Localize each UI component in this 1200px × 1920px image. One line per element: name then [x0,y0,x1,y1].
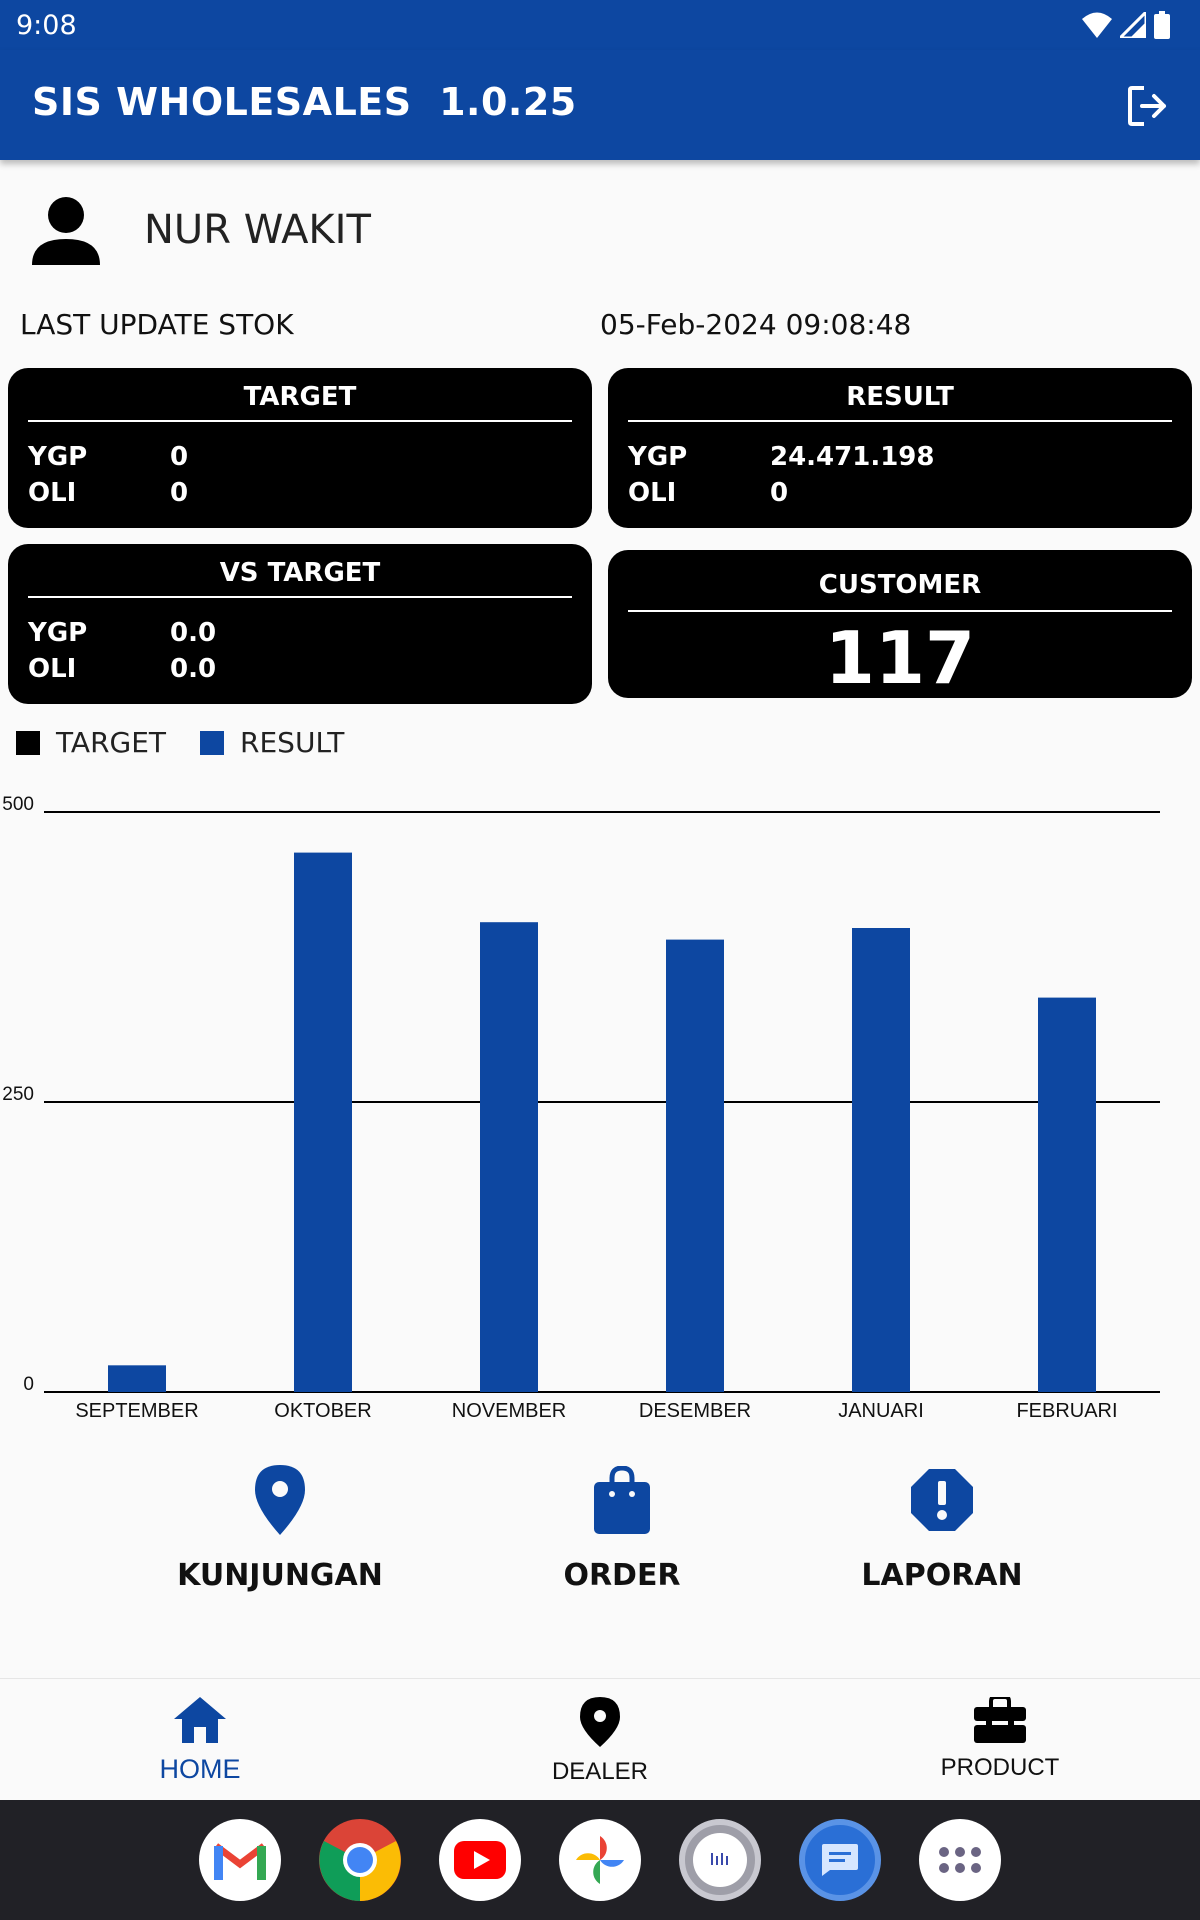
divider [28,420,572,422]
nav-home-label: HOME [159,1754,241,1784]
scanner-app-icon[interactable] [679,1819,761,1901]
bar-result-september [108,1365,166,1392]
x-tick-label: DESEMBER [639,1400,751,1422]
gmail-icon[interactable] [199,1819,281,1901]
bar-result-november [480,922,538,1392]
last-update-stok-label: LAST UPDATE STOK [20,308,294,341]
y-tick-label: 500 [2,794,34,815]
system-dock [0,1800,1200,1920]
result-card: RESULT YGP 24.471.198 OLI 0 [608,368,1192,528]
alert-octagon-icon [911,1469,973,1531]
legend-swatch-result [200,730,225,755]
bar-result-desember [666,939,724,1392]
nav-dealer-label: DEALER [551,1758,649,1785]
user-name: NUR WAKIT [144,207,371,253]
order-label: ORDER [563,1558,681,1593]
legend-item-result: RESULT [200,726,344,759]
logout-icon [1128,86,1166,126]
divider [628,420,1172,422]
y-tick-label: 250 [2,1084,34,1105]
vs-target-card-title: VS TARGET [219,558,381,588]
person-icon [32,197,100,265]
result-oli-row: OLI 0 [628,478,789,508]
youtube-icon[interactable] [439,1819,521,1901]
app-bar: SIS WHOLESALES 1.0.25 [0,50,1200,160]
y-tick-label: 0 [23,1374,34,1395]
customer-card-title: CUSTOMER [818,570,982,600]
vs-target-ygp-row: YGP 0.0 [28,618,217,648]
x-tick-label: SEPTEMBER [75,1400,198,1422]
messages-icon[interactable] [799,1819,881,1901]
target-card: TARGET YGP 0 OLI 0 [8,368,592,528]
toolbox-icon [974,1695,1026,1743]
result-card-title: RESULT [846,382,954,412]
legend-item-target: TARGET [16,726,166,759]
kunjungan-label: KUNJUNGAN [177,1558,383,1593]
result-ygp-row: YGP 24.471.198 [628,442,935,472]
x-tick-label: JANUARI [838,1400,924,1422]
home-icon [174,1697,226,1743]
status-bar: 9:08 [0,0,1200,50]
action-menu: KUNJUNGAN ORDER LAPORAN [0,1460,1200,1610]
wifi-icon [1082,12,1112,38]
kunjungan-button[interactable]: KUNJUNGAN [160,1460,400,1593]
last-update-stok-value: 05-Feb-2024 09:08:48 [600,308,912,341]
user-row: NUR WAKIT [28,190,371,270]
nav-product[interactable]: PRODUCT [890,1695,1110,1782]
target-oli-row: OLI 0 [28,478,189,508]
cellular-signal-icon [1120,12,1146,38]
x-tick-label: OKTOBER [274,1400,371,1422]
bar-result-februari [1038,997,1096,1392]
customer-card: CUSTOMER 117 [608,550,1192,700]
chrome-icon[interactable] [319,1819,401,1901]
nav-product-label: PRODUCT [940,1754,1060,1781]
laporan-label: LAPORAN [861,1558,1023,1593]
vs-target-card: VS TARGET YGP 0.0 OLI 0.0 [8,544,592,704]
bar-result-oktober [294,852,352,1392]
logout-button[interactable] [1120,78,1176,134]
battery-icon [1154,11,1170,39]
location-pin-icon [255,1465,305,1535]
nav-home[interactable]: HOME [90,1697,310,1785]
target-ygp-row: YGP 0 [28,442,189,472]
photos-icon[interactable] [559,1819,641,1901]
vs-target-oli-row: OLI 0.0 [28,654,217,684]
status-time: 9:08 [16,10,77,41]
x-tick-label: FEBRUARI [1016,1400,1117,1422]
location-pin-icon [580,1697,620,1747]
app-drawer-icon[interactable] [919,1819,1001,1901]
bar-result-januari [852,928,910,1392]
target-card-title: TARGET [243,382,357,412]
order-button[interactable]: ORDER [502,1460,742,1593]
laporan-button[interactable]: LAPORAN [822,1460,1062,1593]
divider [28,596,572,598]
app-title: SIS WHOLESALES 1.0.25 [32,80,577,124]
shopping-bag-icon [594,1466,650,1534]
divider [628,610,1172,612]
nav-dealer[interactable]: DEALER [490,1697,710,1786]
x-tick-label: NOVEMBER [452,1400,566,1422]
legend-swatch-target [16,730,40,755]
monthly-bar-chart: 0 250 500 SEPTEMBER OKTOBER NOVEMBER DESEMBER J… [2,794,1160,1422]
bottom-navigation: HOME DEALER PRODUCT [0,1678,1200,1800]
customer-count: 117 [824,616,976,700]
chart-legend: TARGET RESULT [16,726,378,759]
